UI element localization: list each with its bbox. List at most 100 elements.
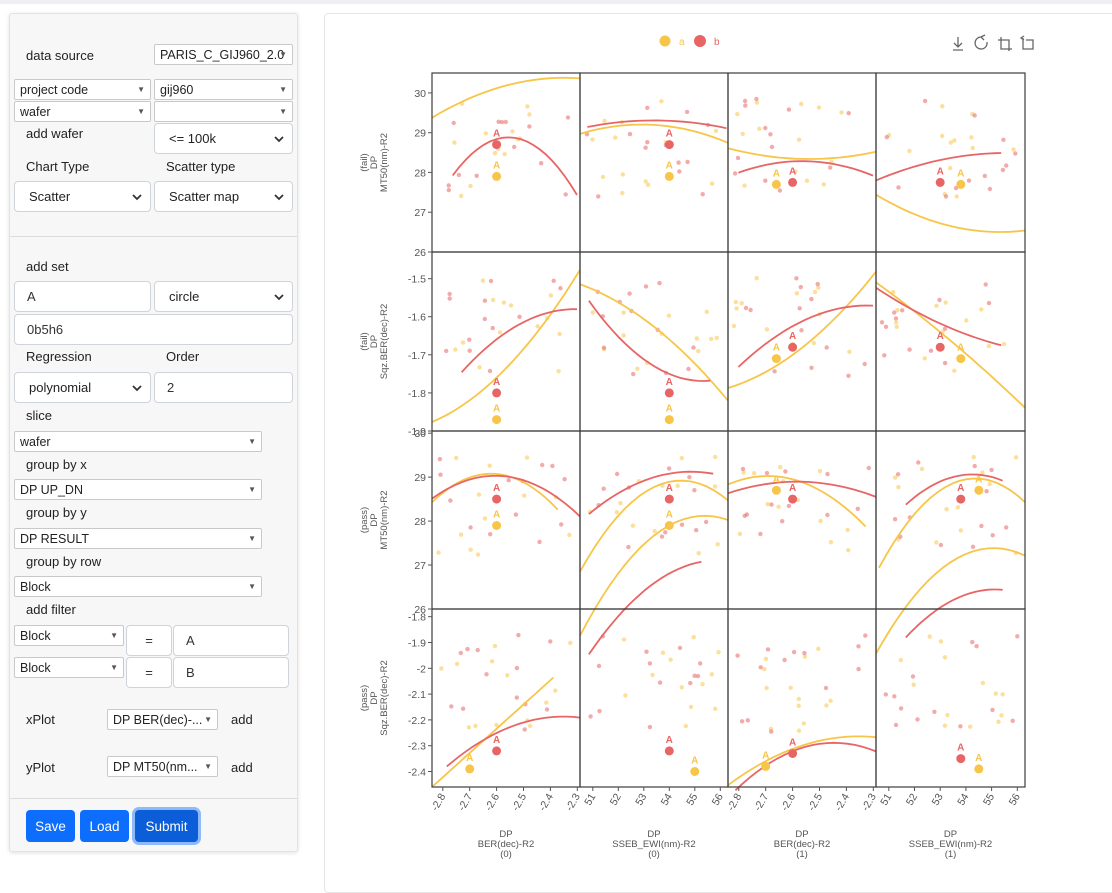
regression-line — [875, 547, 1026, 654]
scatter-point — [778, 464, 783, 470]
save-button[interactable]: Save — [26, 810, 75, 842]
data-source-select[interactable]: PARIS_C_GIJ960_2.0 ▼ — [154, 44, 293, 65]
legend-b-label[interactable]: b — [714, 37, 720, 48]
scatter-point — [677, 645, 683, 651]
scatter-point — [517, 314, 522, 319]
y-tick-label: -2.3 — [408, 741, 426, 753]
filter-2-field-select[interactable]: Block ▼ — [14, 657, 124, 678]
regression-line — [588, 470, 714, 515]
scatter-point — [483, 131, 488, 136]
regression-line — [875, 193, 1026, 233]
set-marker-label: A — [466, 753, 473, 764]
scatter-point — [938, 542, 944, 548]
scatter-point — [945, 712, 950, 718]
scatter-type-select[interactable]: Scatter map — [154, 181, 293, 212]
scatter-point — [816, 646, 821, 651]
refresh-icon[interactable] — [974, 34, 988, 50]
scatter-point — [713, 128, 719, 134]
xplot-select[interactable]: DP BER(dec)-... ▼ — [107, 709, 218, 730]
scatter-point — [548, 293, 554, 298]
chart-type-value: Scatter — [29, 189, 71, 204]
scatter-point — [688, 704, 694, 710]
group-by-y-select[interactable]: DP RESULT ▼ — [14, 528, 262, 549]
scatter-point — [660, 650, 666, 655]
order-input[interactable]: 2 — [154, 372, 293, 403]
project-code-value-select[interactable]: gij960 ▼ — [154, 79, 293, 100]
regression-value: polynomial — [29, 380, 92, 395]
group-by-row-select[interactable]: Block ▼ — [14, 576, 262, 597]
regression-line — [460, 308, 577, 373]
yplot-select[interactable]: DP MT50(nm... ▼ — [107, 756, 218, 777]
scatter-point — [600, 174, 606, 180]
x-tick-label: 53 — [633, 791, 649, 807]
filter-1-operator[interactable]: = — [126, 625, 172, 656]
caret-down-icon: ▼ — [279, 50, 287, 59]
regression-line — [875, 287, 1002, 347]
scatter-point — [1010, 718, 1015, 723]
scatter-point — [896, 485, 901, 490]
x-tick-label: 54 — [659, 791, 675, 807]
top-divider — [0, 0, 1112, 4]
wafer-field-select[interactable]: wafer ▼ — [14, 101, 151, 122]
wafer-limit-select[interactable]: <= 100k — [154, 123, 293, 154]
filter-2-operator[interactable]: = — [126, 657, 172, 688]
scatter-point — [916, 460, 921, 465]
legend-a-label[interactable]: a — [679, 37, 685, 48]
scatter-point — [700, 682, 705, 687]
load-button[interactable]: Load — [80, 810, 129, 842]
slice-select[interactable]: wafer ▼ — [14, 431, 262, 452]
y-tick-label: -1.9 — [408, 638, 426, 650]
x-tick-label: 51 — [878, 791, 894, 807]
chart-type-select[interactable]: Scatter — [14, 181, 151, 212]
set-marker-b — [788, 342, 798, 352]
group-by-x-label: group by x — [26, 457, 87, 472]
scatter-point — [796, 696, 801, 702]
row-axis-label: (pass) — [359, 685, 370, 711]
yplot-add-link[interactable]: add — [231, 760, 253, 775]
legend[interactable]: a b — [659, 35, 721, 48]
scatter-point — [647, 661, 653, 666]
set-name-input[interactable]: A — [14, 281, 151, 312]
scatter-point — [979, 523, 984, 529]
x-tick-label: 55 — [981, 791, 997, 807]
scatter-point — [490, 297, 496, 303]
scatter-point — [614, 510, 619, 515]
scatter-point — [743, 305, 749, 311]
scatter-point — [527, 112, 532, 117]
scatter-point — [627, 131, 633, 137]
scatter-point — [984, 489, 989, 494]
set-color-input[interactable]: 0b5h6 — [14, 314, 293, 345]
filter-2-value: B — [186, 665, 195, 680]
scatter-point — [535, 324, 540, 329]
scatter-point — [512, 144, 517, 150]
set-marker-a — [664, 415, 674, 425]
set-marker-label: A — [666, 735, 673, 746]
filter-2-value-input[interactable]: B — [173, 657, 289, 688]
set-shape-select[interactable]: circle — [154, 281, 293, 312]
legend-a-marker[interactable] — [659, 35, 671, 47]
scatter-point — [1015, 634, 1020, 639]
set-marker-a — [492, 415, 502, 425]
scatter-point — [972, 113, 977, 118]
scatter-point — [631, 371, 636, 377]
wafer-value-select[interactable]: ▼ — [154, 101, 293, 122]
scatter-point — [993, 691, 998, 696]
group-by-x-select[interactable]: DP UP_DN ▼ — [14, 479, 262, 500]
project-code-field-select[interactable]: project code ▼ — [14, 79, 151, 100]
x-tick-label: -2.7 — [456, 791, 476, 813]
xplot-add-link[interactable]: add — [231, 712, 253, 727]
zoom-reset-icon[interactable] — [1019, 35, 1034, 50]
panel-border — [727, 72, 877, 253]
download-icon[interactable] — [953, 37, 963, 51]
filter-1-field-select[interactable]: Block ▼ — [14, 625, 124, 646]
zoom-icon[interactable] — [998, 37, 1012, 51]
scatter-point — [943, 300, 948, 305]
regression-select[interactable]: polynomial — [14, 372, 151, 403]
legend-b-marker[interactable] — [694, 35, 706, 47]
scatter-point — [809, 296, 814, 302]
filter-1-value-input[interactable]: A — [173, 625, 289, 656]
set-marker-label: A — [666, 483, 673, 494]
add-filter-label: add filter — [26, 602, 76, 617]
submit-button[interactable]: Submit — [135, 810, 198, 842]
group-by-y-label: group by y — [26, 505, 87, 520]
